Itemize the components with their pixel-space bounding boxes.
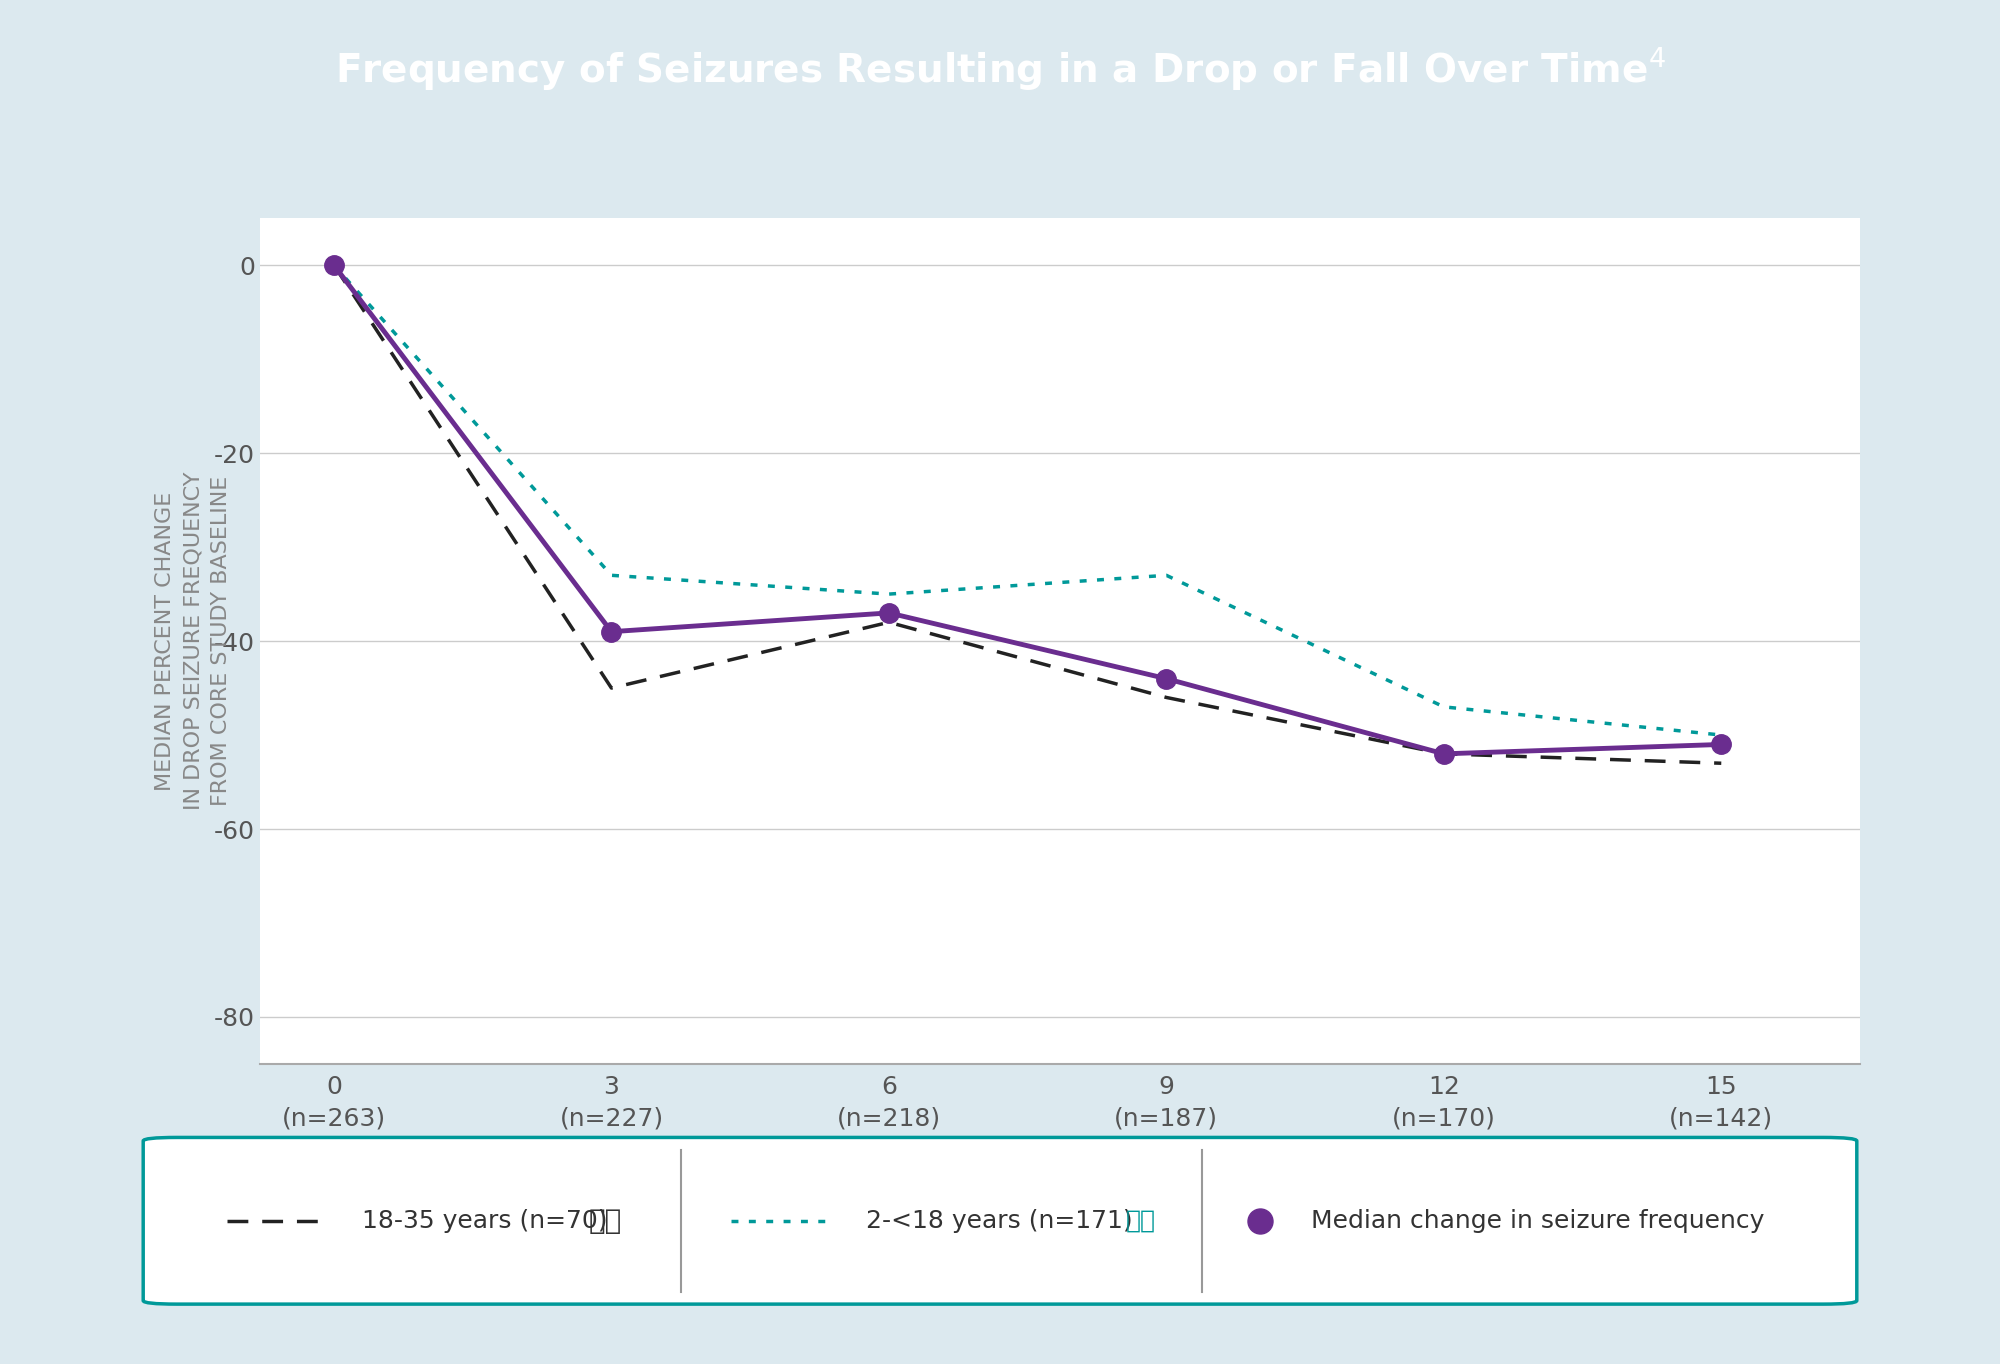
Text: Median change in seizure frequency: Median change in seizure frequency [1310, 1209, 1764, 1233]
X-axis label: OLE TREATMENT DURATION (MONTH): OLE TREATMENT DURATION (MONTH) [826, 1158, 1294, 1183]
Text: 18-35 years (n=70): 18-35 years (n=70) [362, 1209, 608, 1233]
Y-axis label: MEDIAN PERCENT CHANGE
IN DROP SEIZURE FREQUENCY
FROM CORE STUDY BASELINE: MEDIAN PERCENT CHANGE IN DROP SEIZURE FR… [156, 472, 232, 810]
Text: 2-<18 years (n=171): 2-<18 years (n=171) [866, 1209, 1132, 1233]
Text: 👤👤: 👤👤 [1126, 1209, 1156, 1233]
FancyBboxPatch shape [144, 1138, 1856, 1304]
Text: 👤👤: 👤👤 [588, 1207, 622, 1234]
Text: Frequency of Seizures Resulting in a Drop or Fall Over Time$^{4}$: Frequency of Seizures Resulting in a Dro… [334, 45, 1666, 91]
